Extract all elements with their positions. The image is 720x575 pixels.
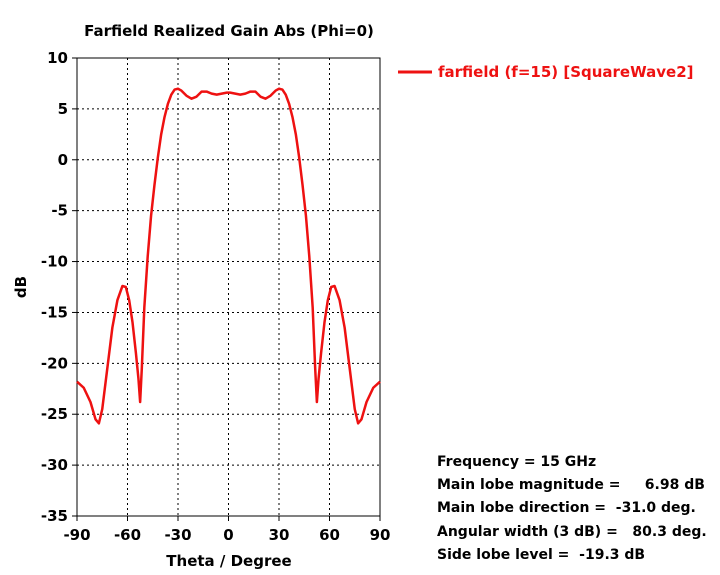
- y-tick-label: -10: [41, 253, 68, 271]
- x-tick-label: -30: [164, 526, 191, 544]
- grid-lines: [77, 58, 380, 516]
- legend-label: farfield (f=15) [SquareWave2]: [438, 63, 693, 81]
- y-tick-label: -30: [41, 456, 68, 474]
- x-tick-label: 30: [269, 526, 290, 544]
- annotation-frequency: Frequency = 15 GHz: [437, 454, 597, 470]
- y-tick-label: -5: [51, 202, 68, 220]
- x-axis-ticks: -90 -60 -30 0 30 60 90: [63, 516, 390, 544]
- x-axis-label: Theta / Degree: [166, 552, 291, 570]
- annotation-main-lobe-magnitude: Main lobe magnitude = 6.98 dB: [437, 477, 705, 493]
- y-tick-label: 5: [58, 100, 68, 118]
- x-tick-label: 0: [223, 526, 233, 544]
- y-tick-label: -35: [41, 507, 68, 525]
- series-line-farfield: [76, 87, 381, 425]
- annotation-main-lobe-direction: Main lobe direction = -31.0 deg.: [437, 500, 696, 516]
- x-tick-label: -60: [114, 526, 141, 544]
- x-tick-label: -90: [63, 526, 90, 544]
- y-axis-label: dB: [12, 276, 30, 298]
- y-tick-label: 10: [47, 49, 68, 67]
- x-tick-label: 60: [319, 526, 340, 544]
- chart-title: Farfield Realized Gain Abs (Phi=0): [84, 22, 374, 40]
- y-tick-label: 0: [58, 151, 68, 169]
- x-tick-label: 90: [370, 526, 391, 544]
- y-axis-ticks: 10 5 0 -5 -10 -15 -20 -25 -30 -35: [41, 49, 77, 525]
- annotation-angular-width: Angular width (3 dB) = 80.3 deg.: [437, 524, 707, 540]
- y-tick-label: -15: [41, 303, 68, 321]
- y-tick-label: -20: [41, 354, 68, 372]
- y-tick-label: -25: [41, 405, 68, 423]
- annotation-side-lobe-level: Side lobe level = -19.3 dB: [437, 547, 646, 563]
